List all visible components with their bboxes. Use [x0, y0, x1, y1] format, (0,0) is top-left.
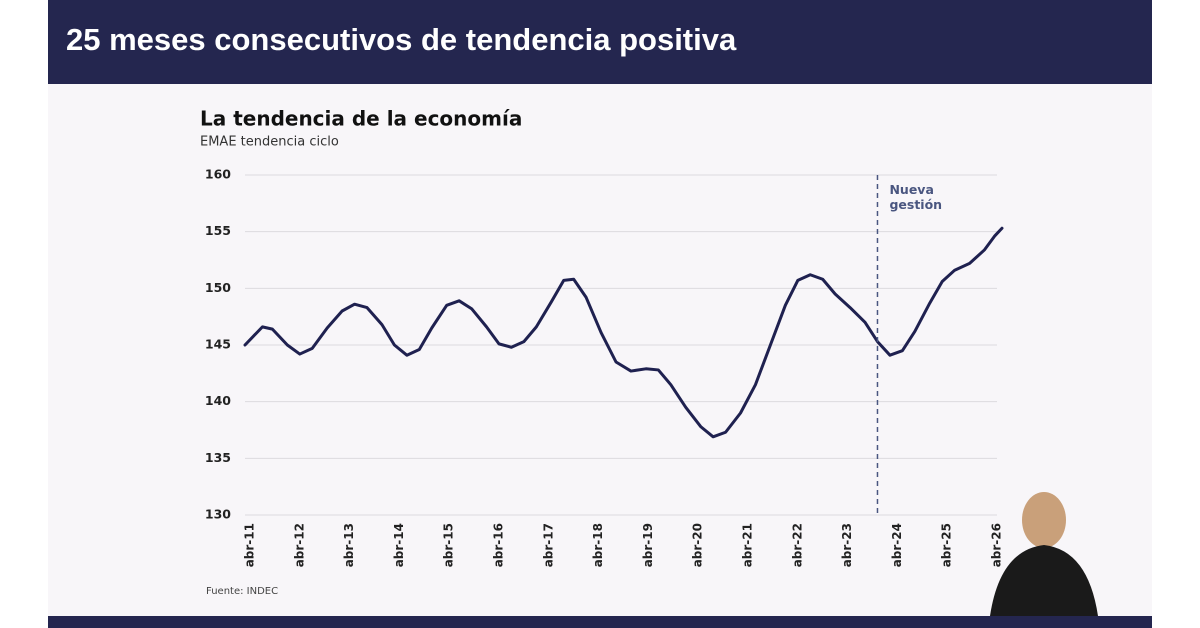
chart-title: La tendencia de la economía [200, 107, 522, 131]
x-tick-label: abr-15 [442, 523, 456, 567]
x-tick-label: abr-22 [790, 523, 804, 567]
y-tick-label: 130 [205, 507, 231, 522]
y-tick-label: 145 [205, 337, 231, 352]
y-tick-label: 160 [205, 167, 231, 182]
x-tick-label: abr-11 [242, 523, 256, 567]
banner: 25 meses consecutivos de tendencia posit… [48, 0, 1152, 84]
y-tick-label: 135 [205, 450, 231, 465]
x-tick-label: abr-14 [392, 523, 406, 567]
y-tick-label: 150 [205, 280, 231, 295]
x-tick-label: abr-19 [641, 523, 655, 567]
x-tick-label: abr-13 [342, 523, 356, 567]
annotation: Nueva gestión [889, 182, 943, 212]
x-tick-label: abr-17 [541, 523, 555, 567]
x-tick-label: abr-23 [840, 523, 854, 567]
line-series [243, 226, 1004, 439]
x-tick-label: abr-24 [890, 523, 904, 567]
chart-subtitle: EMAE tendencia ciclo [200, 135, 339, 150]
x-tick-label: abr-18 [591, 523, 605, 567]
bottom-bar [48, 616, 1152, 628]
x-tick-label: abr-20 [691, 523, 705, 567]
y-tick-label: 155 [205, 223, 231, 238]
x-tick-label: abr-25 [940, 523, 954, 567]
page-title: 25 meses consecutivos de tendencia posit… [66, 22, 737, 57]
x-tick-label: abr-26 [990, 523, 1004, 567]
source: Fuente: INDEC [206, 586, 278, 597]
y-tick-label: 140 [205, 393, 231, 408]
x-tick-label: abr-12 [292, 523, 306, 567]
slide [48, 84, 1152, 616]
x-tick-label: abr-16 [491, 523, 505, 567]
x-tick-label: abr-21 [740, 523, 754, 567]
presenter [990, 492, 1098, 616]
